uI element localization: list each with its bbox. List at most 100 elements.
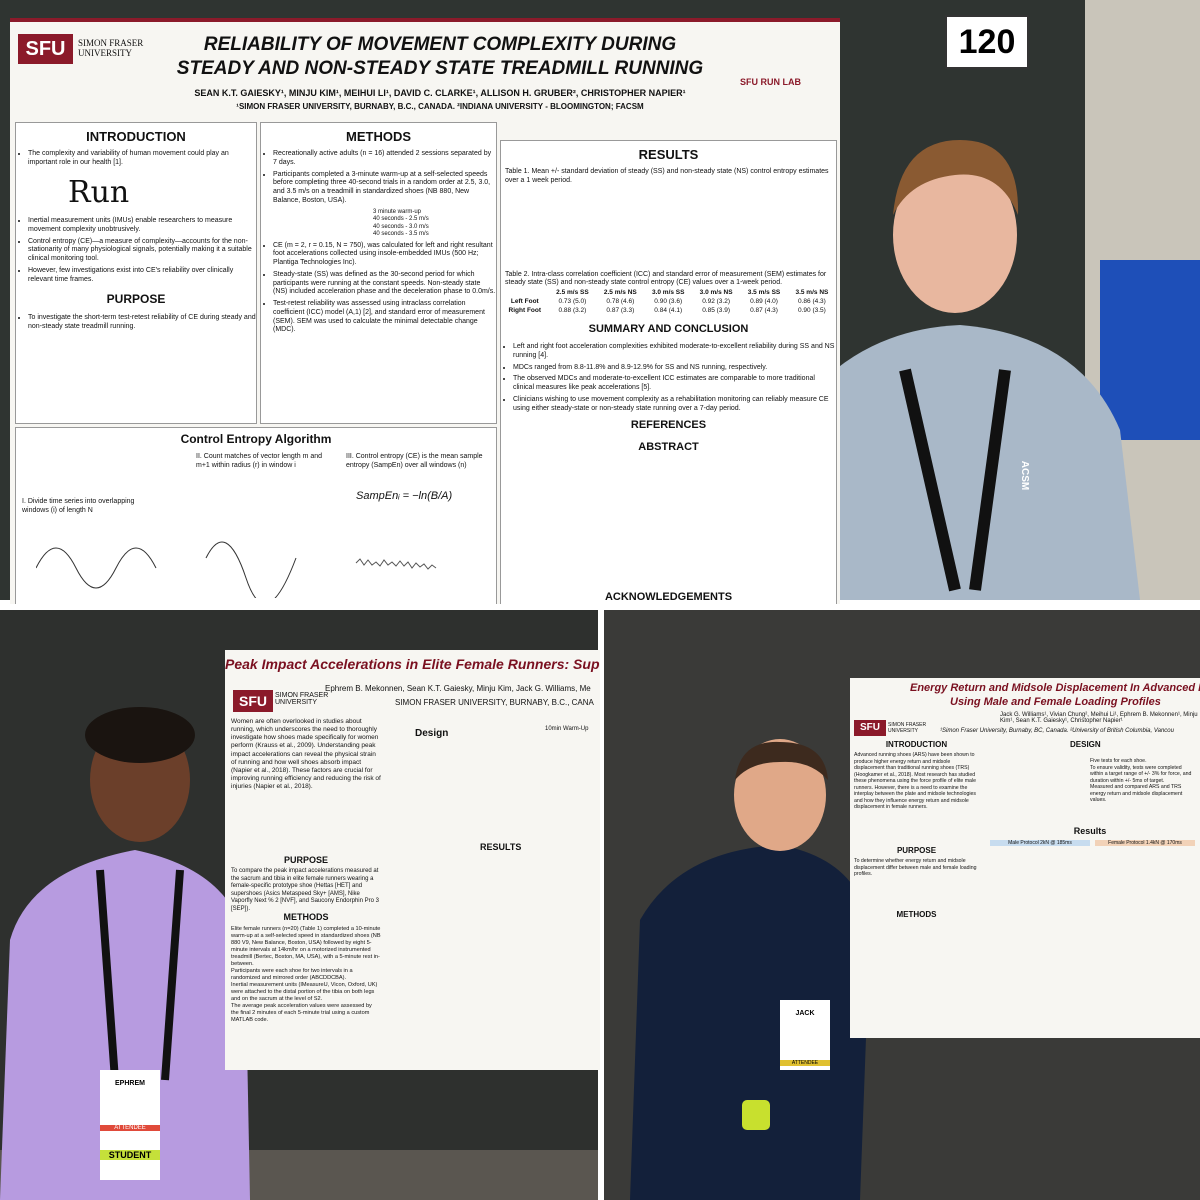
table-cell	[501, 288, 549, 297]
curtain	[1100, 260, 1200, 440]
bullet: Test-retest reliability was assessed usi…	[273, 300, 496, 335]
title: RELIABILITY OF MOVEMENT COMPLEXITY DURIN…	[203, 34, 677, 55]
table-cell: 0.92 (3.2)	[702, 298, 731, 305]
hair	[735, 741, 828, 780]
authors: Ephrem B. Mekonnen, Sean K.T. Gaiesky, M…	[325, 684, 591, 693]
step: II. Count matches of vector length m and…	[196, 453, 323, 469]
bullet: The complexity and variability of human …	[28, 150, 256, 168]
methods-panel: METHODS Recreationally active adults (n …	[260, 122, 497, 424]
heading: RESULTS	[480, 842, 522, 852]
table-cell: 0.87 (4.3)	[750, 307, 778, 314]
heading: ABSTRACT	[638, 441, 699, 454]
purpose: To determine whether energy return and m…	[854, 858, 977, 877]
badge	[780, 1000, 830, 1070]
heading: RESULTS	[638, 147, 699, 162]
signal-plots	[36, 541, 437, 598]
badge-attendee: ATTENDEE	[100, 1125, 160, 1131]
bullet: The observed MDCs and moderate-to-excell…	[513, 375, 836, 393]
heading: METHODS	[283, 912, 329, 922]
poster: SFU SIMON FRASER UNIVERSITY SFU RUN LAB …	[10, 18, 840, 604]
table-cell: 0.78 (4.6)	[606, 298, 635, 305]
bullet: Left and right foot acceleration complex…	[513, 343, 836, 361]
caption: Table 2. Intra-class correlation coeffic…	[505, 270, 827, 287]
logo: SFU	[854, 720, 886, 736]
heading: Design	[415, 728, 449, 739]
title: STEADY AND NON-STEADY STATE TREADMILL RU…	[176, 58, 704, 79]
intro: Advanced running shoes (ARS) have been s…	[854, 752, 976, 810]
protocol-male: Male Protocol 2kN @ 185ms	[990, 840, 1090, 846]
shirt	[630, 845, 870, 1200]
handwriting: Run	[68, 174, 130, 210]
heading: SUMMARY AND CONCLUSION	[588, 323, 749, 335]
badge-role: STUDENT	[100, 1150, 160, 1160]
heading: PURPOSE	[283, 855, 328, 865]
heading: METHODS	[346, 129, 411, 144]
para: Five tests for each shoe.	[1090, 758, 1147, 764]
bullet: Clinicians wishing to use movement compl…	[513, 396, 836, 414]
affiliation: ¹Simon Fraser University, Burnaby, BC, C…	[940, 728, 1174, 734]
badge-attendee: ATTENDEE	[780, 1060, 830, 1066]
heading: Results	[1073, 826, 1107, 836]
caption: Table 1. Mean +/- standard deviation of …	[505, 168, 829, 184]
table-cell: 0.86 (4.3)	[798, 298, 826, 305]
table-cell: 0.85 (3.9)	[702, 307, 731, 314]
step: I. Divide time series into overlapping w…	[22, 498, 135, 514]
university: SIMON FRASER UNIVERSITY	[275, 692, 329, 706]
step: III. Control entropy (CE) is the mean sa…	[346, 453, 483, 469]
bullet: CE (m = 2, r = 0.15, N = 750), was calcu…	[273, 242, 496, 268]
table-cell: 3.5 m/s SS	[747, 289, 781, 296]
lanyard-text: ACSM	[1019, 460, 1031, 491]
protocol-female: Female Protocol 1.4kN @ 170ms	[1095, 840, 1195, 846]
affiliation: ¹SIMON FRASER UNIVERSITY, BURNABY, B.C.,…	[236, 102, 644, 111]
warmup: 10min Warm-Up	[545, 726, 589, 732]
protocol-step: 40 seconds - 2.5 m/s	[373, 216, 429, 222]
bullet: Steady-state (SS) was defined as the 30-…	[273, 271, 496, 297]
algorithm-panel: Control Entropy Algorithm I. Divide time…	[15, 427, 497, 604]
bullet: However, few investigations exist into C…	[28, 267, 256, 285]
table-cell: 2.5 m/s NS	[603, 289, 637, 296]
shirt	[0, 850, 250, 1200]
face	[734, 739, 826, 851]
face	[893, 157, 1017, 313]
table-cell: 3.0 m/s NS	[699, 289, 733, 296]
logo: SFU	[18, 34, 73, 64]
title: Peak Impact Accelerations in Elite Femal…	[225, 656, 600, 672]
protocol-step: 3 minute warm-up	[373, 208, 422, 215]
table-cell: 0.73 (5.0)	[558, 298, 587, 305]
bullet: Participants completed a 3-minute warm-u…	[273, 171, 496, 206]
protocol-step: 40 seconds - 3.0 m/s	[373, 223, 429, 230]
table-cell: 0.90 (3.6)	[654, 298, 683, 305]
bullet: Control entropy (CE)—a measure of comple…	[28, 238, 256, 264]
heading: INTRODUCTION	[86, 129, 186, 144]
heading: REFERENCES	[630, 419, 707, 432]
table-row: Left Foot 0.73 (5.0) 0.78 (4.6) 0.90 (3.6) 0…	[501, 297, 836, 306]
poster: Peak Impact Accelerations in Elite Femal…	[225, 650, 600, 1070]
badge-name: EPHREM	[115, 1080, 145, 1087]
university: SIMON FRASER UNIVERSITY	[888, 722, 927, 734]
protocol: 3 minute warm-up 40 seconds - 2.5 m/s 40 s…	[373, 209, 496, 239]
table-cell: 0.89 (4.0)	[750, 298, 778, 305]
para: Elite female runners (n=20) (Table 1) co…	[231, 926, 381, 967]
intro: Women are often overlooked in studies ab…	[231, 718, 381, 790]
heading: INTRODUCTION	[885, 740, 948, 749]
affiliation: SIMON FRASER UNIVERSITY, BURNABY, B.C., …	[395, 698, 594, 707]
table-cell: 0.90 (3.5)	[798, 307, 826, 314]
table-cell: 0.84 (4.1)	[654, 307, 683, 314]
lab: SFU RUN LAB	[740, 77, 801, 87]
para: Inertial measurement units (IMeasureU, V…	[231, 981, 378, 1002]
para: Measured and compared ARS and TRS energy…	[1090, 784, 1183, 803]
heading: PURPOSE	[106, 292, 166, 307]
table1	[501, 186, 836, 271]
heading: Control Entropy Algorithm	[180, 432, 332, 446]
table-cell: 0.88 (3.2)	[558, 307, 587, 314]
bullet: MDCs ranged from 8.8-11.8% and 8.9-12.9%…	[513, 364, 836, 373]
watch	[742, 1100, 770, 1130]
table-row: 2.5 m/s SS 2.5 m/s NS 3.0 m/s SS 3.0 m/s NS…	[501, 288, 836, 297]
logo: SFU	[233, 690, 273, 712]
design: Five tests for each shoe. To ensure valid…	[1090, 758, 1195, 804]
table-cell: 2.5 m/s SS	[556, 289, 589, 296]
heading: PURPOSE	[896, 846, 937, 855]
heading: ACKNOWLEDGEMENTS	[604, 591, 733, 603]
bullet: Inertial measurement units (IMUs) enable…	[28, 217, 256, 235]
